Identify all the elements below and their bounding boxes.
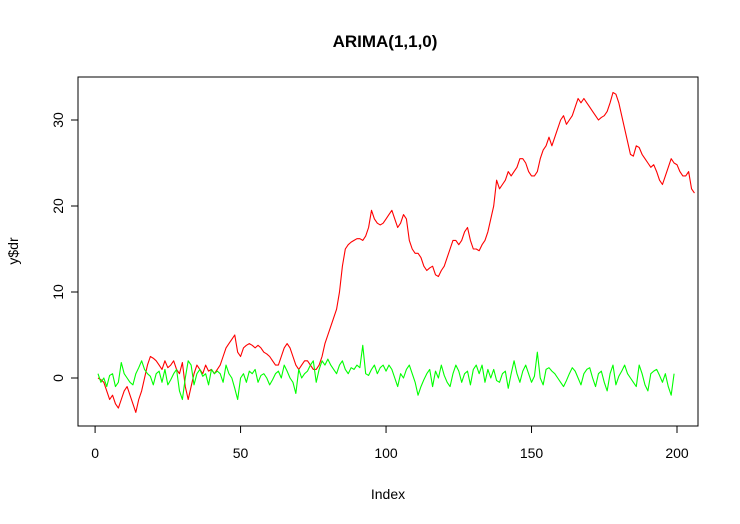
- y-tick-label: 20: [50, 198, 66, 214]
- chart-title: ARIMA(1,1,0): [333, 32, 438, 51]
- series-line-2: [97, 344, 675, 401]
- x-tick-label: 0: [91, 445, 99, 461]
- y-tick-label: 10: [50, 284, 66, 300]
- x-axis: 0 50 100 150 200: [91, 425, 689, 461]
- plot-frame: [77, 76, 699, 427]
- x-tick-label: 50: [233, 445, 249, 461]
- x-axis-label: Index: [371, 486, 405, 502]
- series-group: [97, 91, 695, 413]
- y-axis-label: y$dr: [5, 237, 21, 265]
- y-tick-label: 0: [50, 374, 66, 382]
- x-tick-label: 150: [520, 445, 544, 461]
- y-axis: 0 10 20 30: [50, 112, 79, 382]
- x-tick-label: 100: [374, 445, 398, 461]
- x-tick-label: 200: [665, 445, 689, 461]
- y-tick-label: 30: [50, 112, 66, 128]
- series-line-1: [97, 91, 695, 413]
